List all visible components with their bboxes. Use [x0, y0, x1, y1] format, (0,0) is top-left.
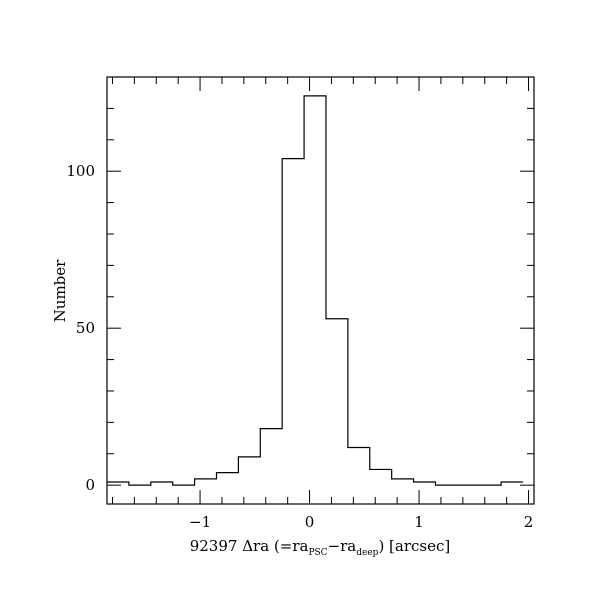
x-axis-title: 92397 Δra (=raPSC−radeep) [arcsec] — [190, 537, 451, 558]
y-tick-label: 50 — [76, 319, 95, 337]
x-title-prefix: 92397 Δra (=ra — [190, 537, 309, 555]
histogram-outline — [107, 95, 524, 486]
x-title-sub-deep: deep — [356, 548, 378, 558]
tick-labels: −1 0 1 2 0 50 100 — [66, 162, 533, 531]
x-tick-label: 0 — [305, 513, 315, 531]
plot-frame — [106, 76, 535, 505]
x-tick-label: 1 — [414, 513, 424, 531]
x-title-sub-psc: PSC — [308, 548, 327, 558]
x-tick-label: 2 — [524, 513, 534, 531]
x-tick-label: −1 — [189, 513, 211, 531]
x-title-suffix: ) [arcsec] — [378, 537, 450, 555]
axis-ticks — [107, 76, 534, 504]
y-axis-title: Number — [51, 259, 69, 322]
y-tick-label: 100 — [66, 162, 95, 180]
y-tick-label: 0 — [85, 476, 95, 494]
x-title-mid: −ra — [328, 537, 357, 555]
